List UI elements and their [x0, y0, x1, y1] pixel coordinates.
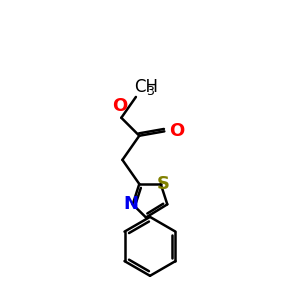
Text: N: N [123, 195, 138, 213]
Text: CH: CH [135, 78, 159, 96]
Text: 3: 3 [146, 85, 154, 98]
Text: S: S [156, 175, 169, 193]
Text: O: O [169, 122, 184, 140]
Text: O: O [112, 97, 128, 115]
